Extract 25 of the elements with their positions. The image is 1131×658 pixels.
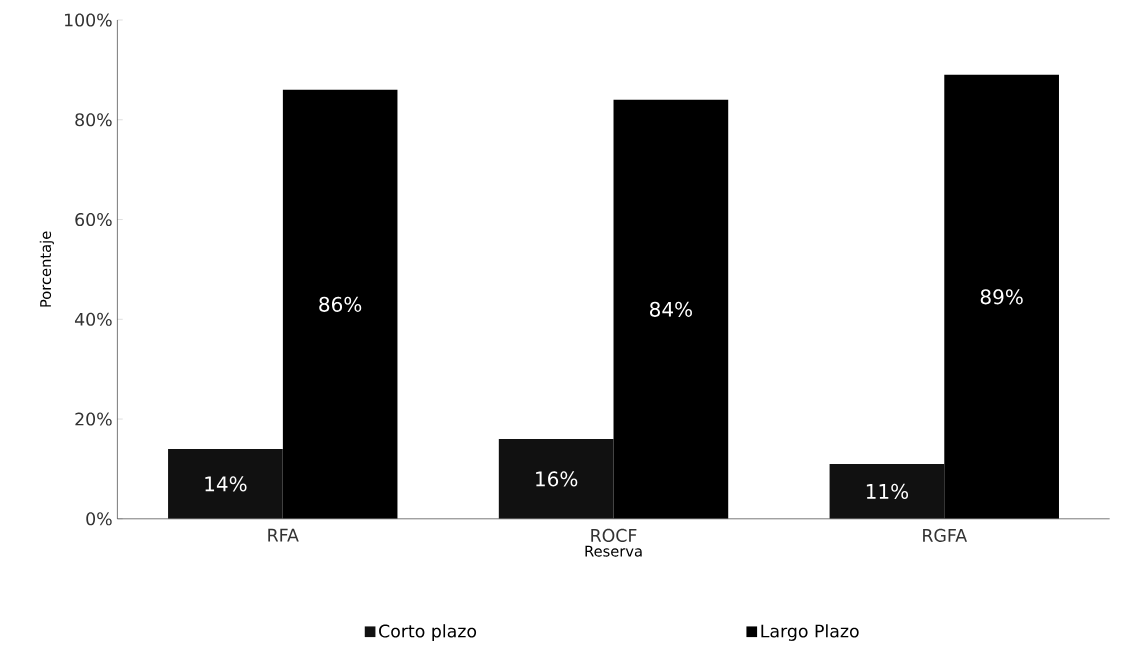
bar [498,439,614,520]
x-tick-label: ROCF [591,529,637,543]
y-axis-title: Porcentaje [39,231,54,307]
data-label: 14% [205,476,247,492]
bar [944,75,1059,520]
data-label: 86% [319,296,362,313]
bar [282,90,398,520]
y-tick-label: 100% [65,13,112,27]
x-axis-title: Reserva [585,546,642,557]
x-tick-label: RFA [268,529,299,542]
y-tick-label: 20% [75,412,112,426]
legend-label: Corto plazo [379,624,477,642]
bar [829,464,945,520]
y-tick-label: 40% [74,312,112,327]
bar [168,449,283,520]
bar [613,100,729,520]
y-tick-label: 60% [75,213,112,227]
y-tick-label: 80% [75,113,112,127]
data-label: 11% [866,484,909,500]
data-label: 16% [536,471,578,487]
y-tick-label: 0% [86,512,112,526]
legend-label: Largo Plazo [761,624,859,642]
data-label: 89% [980,289,1023,305]
x-tick-label: RGFA [923,529,968,543]
data-label: 84% [650,301,692,318]
